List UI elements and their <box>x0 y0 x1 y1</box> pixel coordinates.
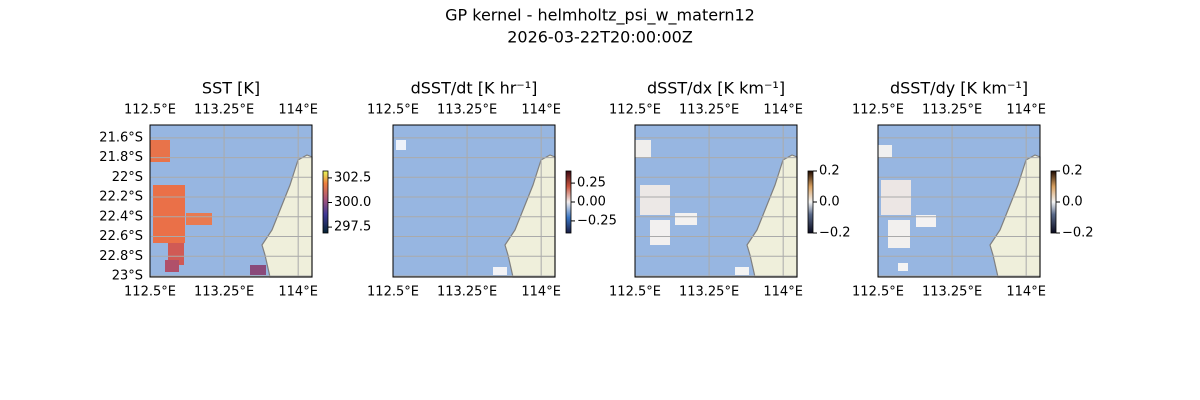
colorbar-tick-label: −0.2 <box>819 226 851 241</box>
field-patch <box>898 263 908 271</box>
lon-tick-label: 114°E <box>1006 103 1046 118</box>
colorbar-tick-label: 302.5 <box>334 170 371 185</box>
lon-tick-label: 112.5°E <box>124 103 176 118</box>
colorbar-tick-label: 0.00 <box>577 195 606 210</box>
field-patch <box>635 140 651 158</box>
panel-title: dSST/dx [K km⁻¹] <box>647 79 785 98</box>
land <box>746 154 798 278</box>
map-panel: dSST/dy [K km⁻¹] 112.5°E 112.5°E 113.25°E 11… <box>852 79 1094 300</box>
lon-tick-label: 113.25°E <box>922 285 982 300</box>
field-patch <box>150 140 170 162</box>
lat-tick-label: 22.2°S <box>99 190 143 205</box>
map-panel: SST [K] 112.5°E 112.5°E 113.25°E 113.25°E 114… <box>99 79 371 300</box>
field-patch <box>153 185 185 243</box>
colorbar-tick-label: −0.25 <box>577 213 617 228</box>
lon-tick-label: 114°E <box>278 285 318 300</box>
lon-tick-label: 113.25°E <box>194 285 254 300</box>
map-frame <box>877 124 1041 278</box>
lat-tick-label: 22°S <box>112 170 143 185</box>
map-panel: dSST/dt [K hr⁻¹] 112.5°E 112.5°E 113.25°E 11… <box>367 79 617 300</box>
colorbar-tick-label: 0.25 <box>577 176 606 191</box>
lon-tick-label: 114°E <box>278 103 318 118</box>
panel-title: dSST/dy [K km⁻¹] <box>890 79 1028 98</box>
figure-title: GP kernel - helmholtz_psi_w_matern12 <box>445 6 755 26</box>
lon-tick-label: 112.5°E <box>609 285 661 300</box>
lon-tick-label: 112.5°E <box>367 285 419 300</box>
colorbar <box>322 170 329 234</box>
land <box>261 154 313 278</box>
lon-tick-label: 113.25°E <box>922 103 982 118</box>
field-patch <box>878 145 892 157</box>
lat-tick-label: 22.8°S <box>99 249 143 264</box>
lon-tick-label: 114°E <box>521 285 561 300</box>
lon-tick-label: 113.25°E <box>437 285 497 300</box>
field-patch <box>735 267 749 275</box>
lon-tick-label: 112.5°E <box>124 285 176 300</box>
map-panel: dSST/dx [K km⁻¹] 112.5°E 112.5°E 113.25°E 11… <box>609 79 851 300</box>
colorbar-tick-label: 0.2 <box>819 164 840 179</box>
lon-tick-label: 113.25°E <box>437 103 497 118</box>
colorbar-tick-label: 0.0 <box>1062 195 1083 210</box>
lon-tick-label: 114°E <box>763 103 803 118</box>
lat-tick-label: 21.6°S <box>99 130 143 145</box>
lon-tick-label: 113.25°E <box>679 103 739 118</box>
colorbar <box>565 170 572 234</box>
lon-tick-label: 112.5°E <box>852 103 904 118</box>
land <box>504 154 556 278</box>
lon-tick-label: 112.5°E <box>852 285 904 300</box>
field-patch <box>675 213 697 225</box>
field-patch <box>396 140 406 150</box>
field-patch <box>250 265 266 275</box>
colorbar-tick-label: 300.0 <box>334 195 371 210</box>
lon-tick-label: 114°E <box>521 103 561 118</box>
field-patch <box>916 215 936 227</box>
lon-tick-label: 112.5°E <box>367 103 419 118</box>
figure-subtitle: 2026-03-22T20:00:00Z <box>507 28 693 47</box>
lon-tick-label: 112.5°E <box>609 103 661 118</box>
panel-title: dSST/dt [K hr⁻¹] <box>411 79 538 98</box>
lon-tick-label: 113.25°E <box>679 285 739 300</box>
map-frame <box>634 124 798 278</box>
lat-tick-label: 22.6°S <box>99 229 143 244</box>
colorbar <box>1050 170 1057 234</box>
field-patch <box>888 220 910 248</box>
colorbar-tick-label: 0.0 <box>819 195 840 210</box>
map-frame <box>392 124 556 278</box>
map-frame <box>149 124 313 278</box>
colorbar <box>807 170 814 234</box>
panel-title: SST [K] <box>202 79 260 98</box>
colorbar-tick-label: −0.2 <box>1062 226 1094 241</box>
lon-tick-label: 114°E <box>763 285 803 300</box>
lat-tick-label: 22.4°S <box>99 209 143 224</box>
land <box>989 154 1041 278</box>
colorbar-tick-label: 0.2 <box>1062 164 1083 179</box>
field-patch <box>168 243 184 265</box>
lon-tick-label: 113.25°E <box>194 103 254 118</box>
lon-tick-label: 114°E <box>1006 285 1046 300</box>
field-patch <box>650 220 670 245</box>
field-patch <box>165 260 179 272</box>
lat-tick-label: 23°S <box>112 269 143 284</box>
lat-tick-label: 21.8°S <box>99 150 143 165</box>
field-patch <box>640 185 670 215</box>
field-patch <box>186 213 212 225</box>
field-patch <box>493 267 507 275</box>
colorbar-tick-label: 297.5 <box>334 220 371 235</box>
